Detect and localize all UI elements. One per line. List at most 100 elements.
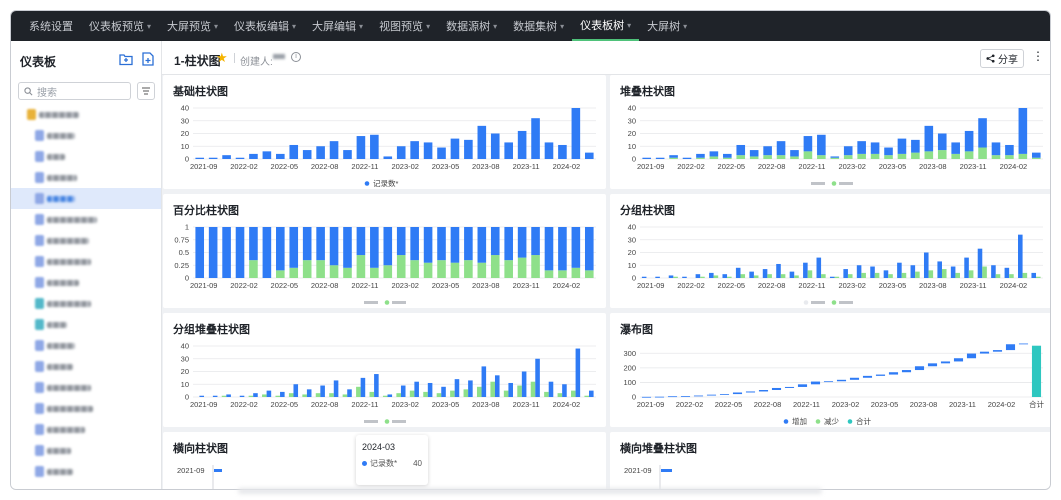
bar	[834, 276, 840, 278]
bar-segment	[571, 267, 581, 278]
bar	[450, 138, 460, 159]
bar	[1036, 276, 1041, 278]
tree-item-label-redacted	[47, 280, 79, 286]
tree-item[interactable]	[11, 356, 161, 377]
more-options-icon[interactable]: ⋮	[1032, 49, 1044, 63]
nav-item[interactable]: 系统设置	[21, 11, 81, 41]
chevron-down-icon: ▾	[560, 21, 565, 31]
nav-item[interactable]: 大屏预览 ▾	[159, 11, 226, 41]
tree-item[interactable]	[11, 398, 161, 419]
tree-item[interactable]	[11, 146, 161, 167]
tree-item[interactable]	[11, 251, 161, 272]
nav-item[interactable]: 仪表板编辑 ▾	[226, 11, 304, 41]
bar	[222, 155, 231, 159]
x-tick-label: 2023-02	[391, 400, 419, 409]
bar	[700, 276, 705, 278]
dashboard-icon	[35, 235, 44, 246]
x-tick-label: 2023-11	[513, 281, 540, 290]
bar-segment	[248, 395, 254, 397]
x-tick-label: 2024-02	[1000, 162, 1028, 171]
bar-segment	[1018, 108, 1028, 154]
x-tick-label: 2023-08	[919, 281, 947, 290]
bar-segment	[356, 227, 366, 256]
chart-title: 瀑布图	[620, 324, 653, 336]
bar-segment	[544, 270, 554, 278]
bar	[941, 269, 947, 278]
bar	[955, 272, 960, 278]
bar	[847, 274, 853, 278]
chart-title: 基础柱状图	[173, 86, 228, 98]
favorite-star-icon[interactable]: ★	[216, 50, 228, 65]
dashboard-icon	[35, 298, 44, 309]
x-tick-label: 2021-09	[190, 281, 218, 290]
tree-item[interactable]	[11, 209, 161, 230]
tree-item[interactable]	[11, 293, 161, 314]
x-tick-label: 2023-08	[472, 400, 500, 409]
bar	[762, 269, 768, 278]
bar	[1004, 267, 1010, 278]
nav-item[interactable]: 视图预览 ▾	[371, 11, 438, 41]
waterfall-chart: 0 100 200 300 2021-09 2022-02 2022-05 2022-08 20…	[623, 343, 1045, 426]
bar	[571, 108, 581, 159]
legend-label-redacted	[364, 420, 378, 423]
legend-label: 合计	[856, 416, 871, 426]
nav-item[interactable]: 大屏编辑 ▾	[304, 11, 371, 41]
bar	[383, 156, 393, 159]
waterfall-bar	[888, 372, 899, 375]
bar-segment	[911, 152, 920, 159]
x-tick-label: 2023-11	[960, 281, 987, 290]
sidebar-search-input[interactable]: 搜索	[18, 82, 131, 100]
tree-item-label-redacted	[47, 301, 91, 307]
tree-item[interactable]	[11, 167, 161, 188]
tree-item[interactable]	[11, 440, 161, 461]
bar-segment	[503, 390, 509, 397]
x-tick-label: 2022-05	[718, 281, 746, 290]
legend-dot	[831, 181, 837, 186]
bar-segment	[749, 150, 759, 157]
tree-item[interactable]	[11, 314, 161, 335]
nav-item[interactable]: 数据源树 ▾	[438, 11, 505, 41]
x-tick-label: 2022-11	[793, 400, 820, 409]
info-icon[interactable]: i	[291, 52, 301, 62]
x-tick-label: 2023-02	[391, 281, 419, 290]
bar-segment	[396, 227, 406, 256]
bar	[641, 276, 647, 278]
tree-item[interactable]	[11, 188, 161, 209]
bar-segment	[870, 142, 880, 154]
tooltip-row: 记录数* 40	[362, 458, 422, 469]
bar	[329, 141, 339, 159]
waterfall-bar	[1018, 343, 1029, 345]
legend-label: 增加	[792, 416, 807, 426]
sort-button[interactable]	[137, 82, 155, 100]
x-tick-label: 2023-05	[432, 281, 460, 290]
tree-item[interactable]	[11, 461, 161, 482]
tree-item[interactable]	[11, 272, 161, 293]
bar-segment	[333, 380, 339, 397]
tree-item[interactable]	[11, 125, 161, 146]
bar-segment	[897, 153, 907, 159]
x-tick-label: 2022-05	[271, 281, 299, 290]
tree-folder[interactable]	[11, 104, 161, 125]
bar	[937, 261, 942, 278]
bar-segment	[1005, 155, 1014, 159]
bar	[1018, 234, 1023, 278]
new-folder-icon[interactable]	[119, 52, 133, 66]
nav-item-label: 系统设置	[29, 21, 73, 33]
new-dashboard-icon[interactable]	[141, 52, 155, 66]
bar-segment	[302, 394, 307, 397]
x-tick-label: 2022-02	[676, 400, 704, 409]
bar	[950, 266, 956, 278]
tree-item-label-redacted	[47, 448, 71, 454]
tree-item[interactable]	[11, 377, 161, 398]
share-button[interactable]: 分享	[980, 49, 1024, 68]
bar-segment	[409, 390, 415, 397]
tree-item[interactable]	[11, 230, 161, 251]
nav-item[interactable]: 数据集树 ▾	[505, 11, 572, 41]
tree-item[interactable]	[11, 419, 161, 440]
bar	[558, 144, 567, 159]
legend-dot	[356, 419, 362, 424]
nav-item[interactable]: 仪表板树 ▾	[572, 11, 640, 41]
tree-item[interactable]	[11, 335, 161, 356]
nav-item[interactable]: 仪表板预览 ▾	[81, 11, 159, 41]
nav-item[interactable]: 大屏树 ▾	[639, 11, 695, 41]
